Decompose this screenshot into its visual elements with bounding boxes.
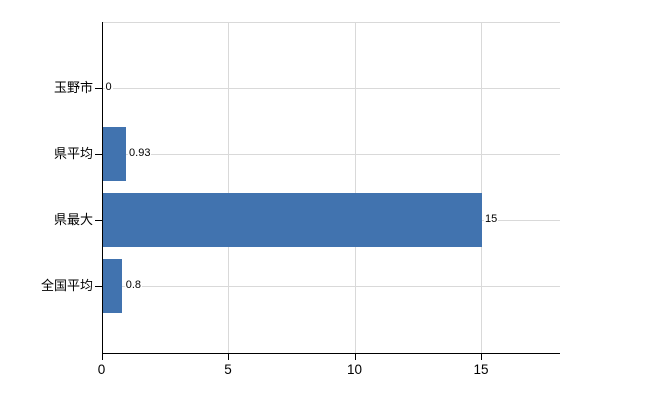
x-axis-tick <box>481 354 483 360</box>
bar-県最大 <box>102 193 482 248</box>
x-gridline <box>228 22 230 353</box>
x-axis-tick <box>101 354 103 360</box>
bar-全国平均 <box>102 259 123 314</box>
x-axis-tick <box>228 354 230 360</box>
x-tick-label: 10 <box>347 361 363 377</box>
value-label: 0.8 <box>124 279 143 293</box>
x-gridline <box>354 22 356 353</box>
value-label: 0 <box>104 81 113 95</box>
category-label: 県最大 <box>53 212 93 228</box>
x-tick-label: 5 <box>224 361 232 377</box>
category-label: 全国平均 <box>40 278 93 294</box>
value-label: 0.93 <box>128 147 152 161</box>
category-gridline <box>101 285 560 287</box>
x-gridline <box>481 22 483 353</box>
x-tick-label: 0 <box>97 361 106 377</box>
y-axis-tick <box>94 285 102 287</box>
category-gridline <box>101 87 560 89</box>
plot-top-border <box>101 22 560 23</box>
x-axis-line <box>101 352 560 354</box>
category-label: 玉野市 <box>53 80 93 96</box>
value-label: 15 <box>484 213 499 227</box>
x-axis-tick <box>354 354 356 360</box>
category-gridline <box>101 153 560 155</box>
y-axis-line <box>101 22 103 354</box>
bar-県平均 <box>102 127 126 182</box>
y-axis-tick <box>94 219 102 221</box>
category-label: 県平均 <box>53 146 93 162</box>
y-axis-tick <box>94 87 102 89</box>
y-axis-tick <box>94 153 102 155</box>
x-tick-label: 15 <box>473 361 489 377</box>
